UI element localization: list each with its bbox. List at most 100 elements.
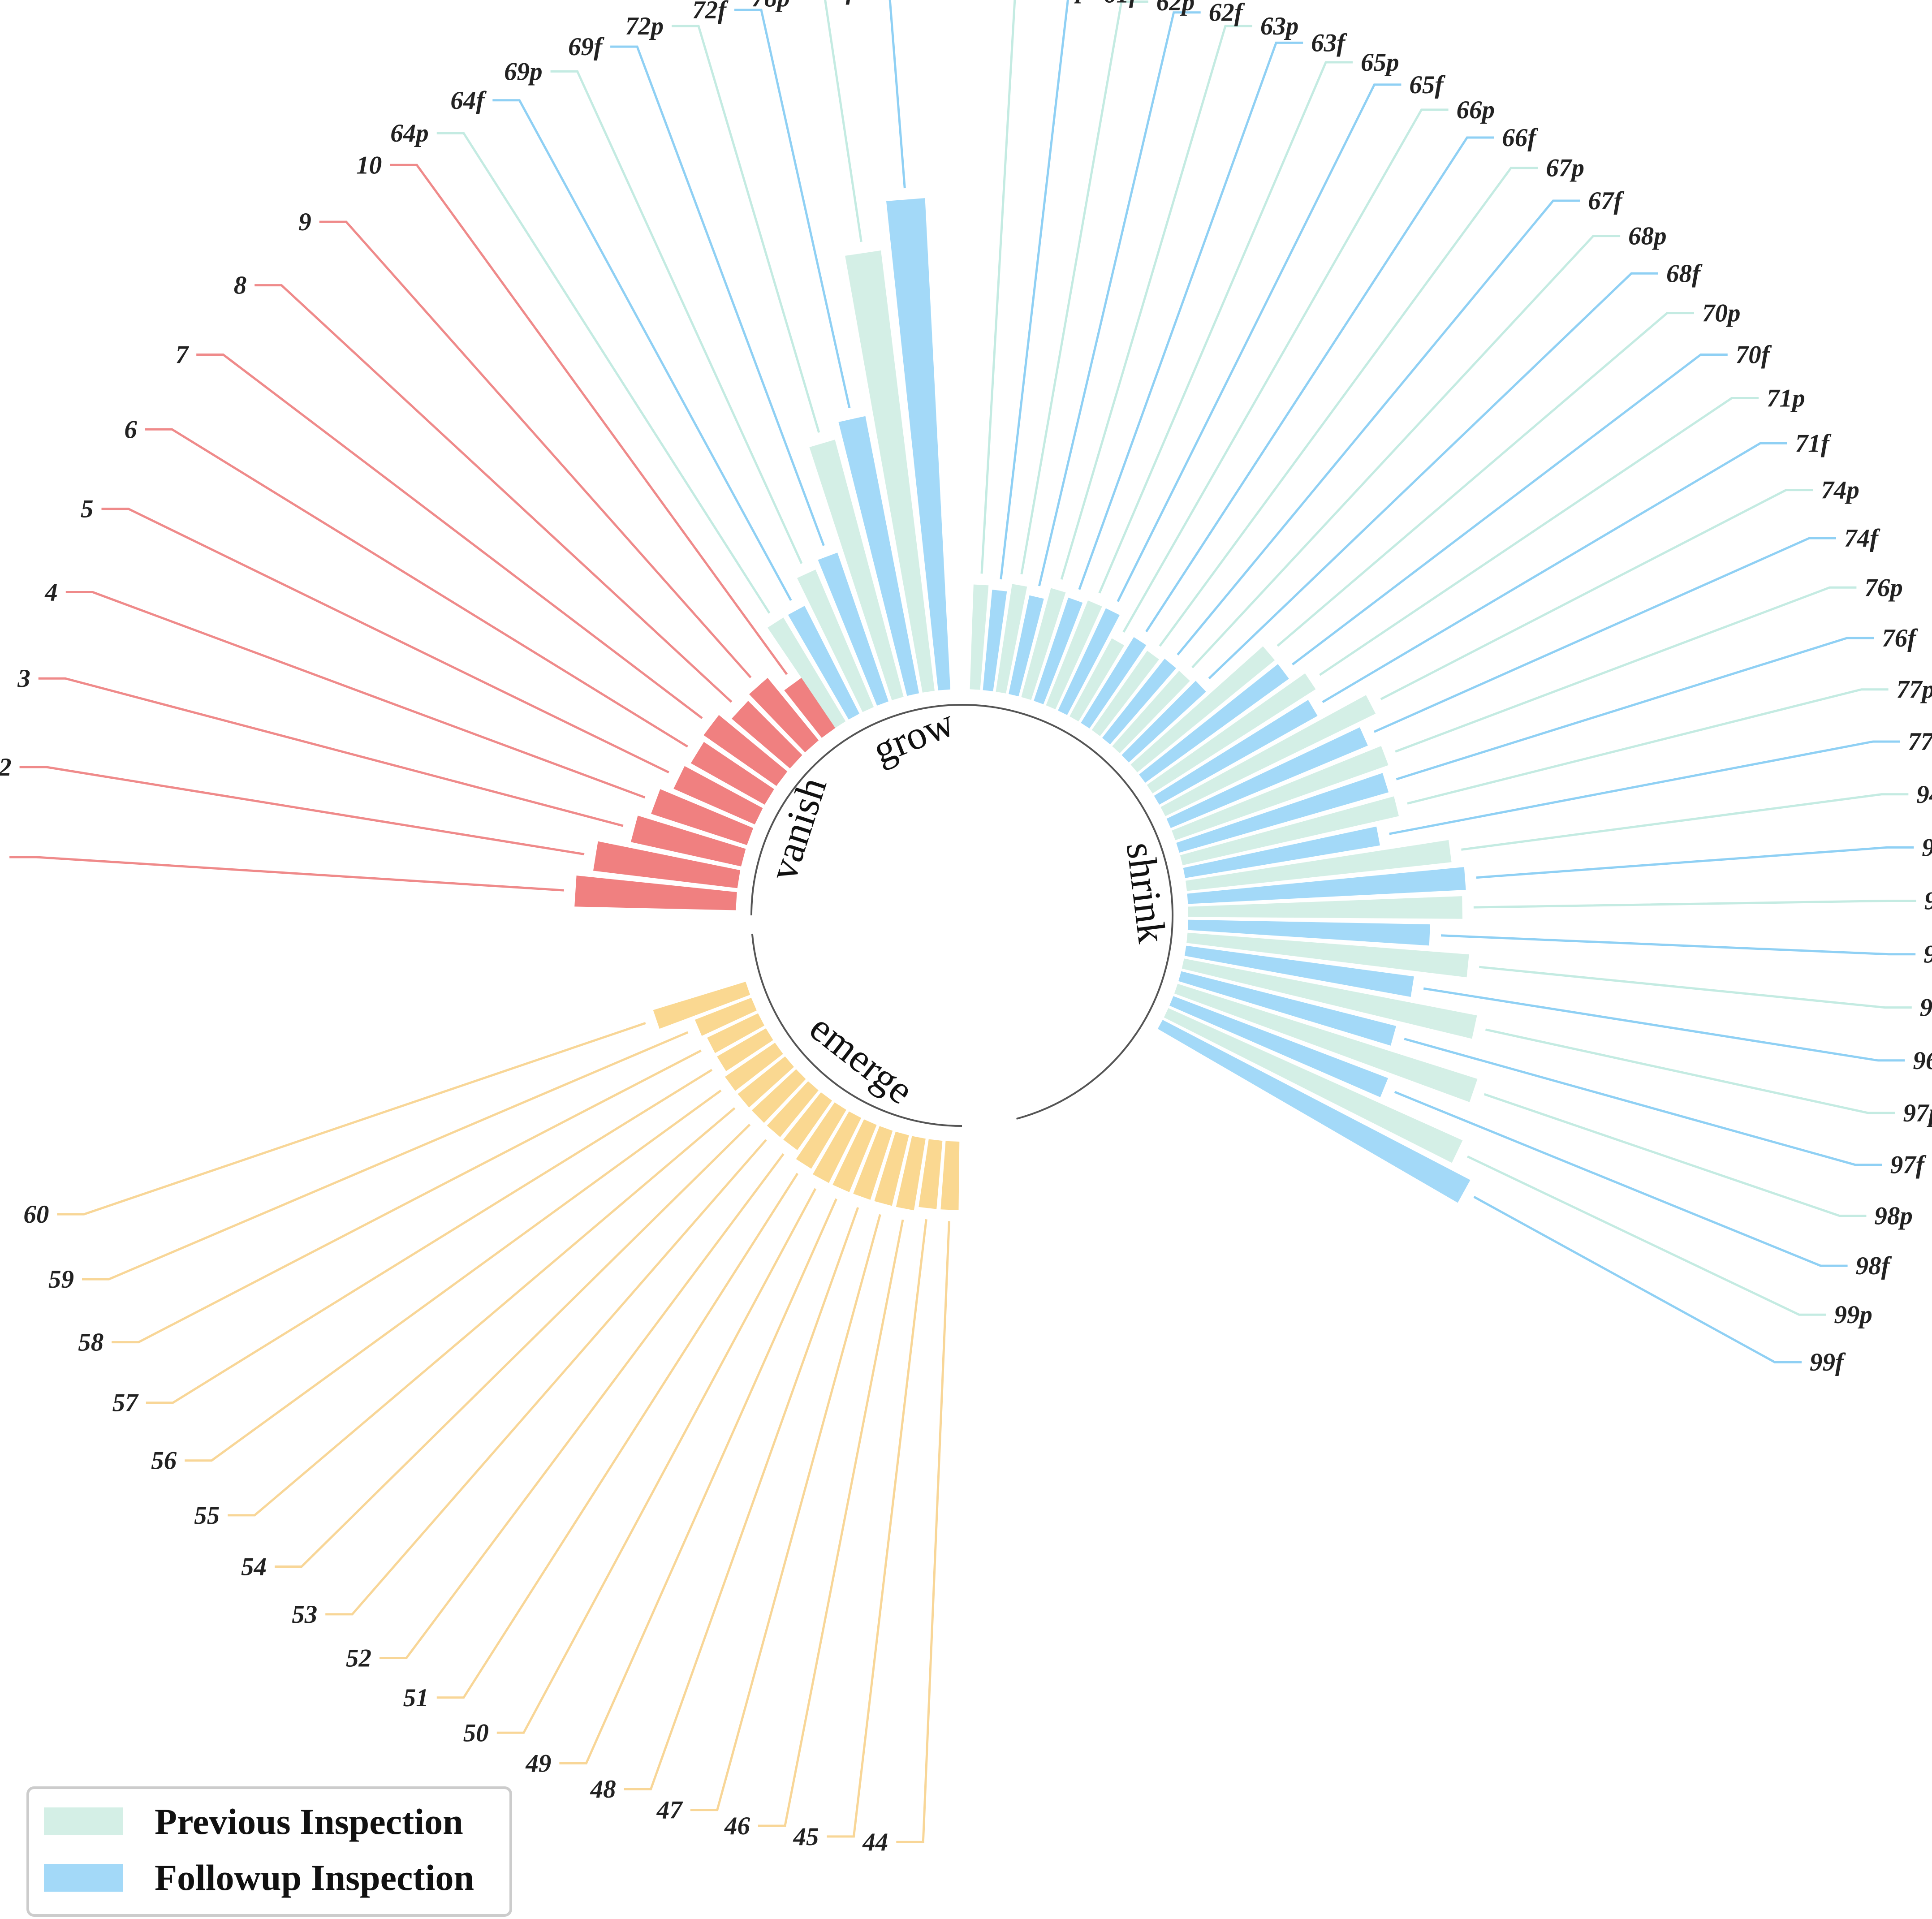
leader-77f [1389,740,1900,835]
bar-label-63f: 63f [1311,29,1347,57]
leader-51 [436,1173,799,1699]
bar-label-99f: 99f [1810,1348,1846,1376]
bar-label-70f: 70f [1736,341,1772,369]
leader-56 [185,1089,722,1462]
bar-7 [703,715,788,786]
legend: Previous Inspection Followup Inspection [26,1786,512,1917]
bar-label-60: 60 [23,1200,49,1229]
bar-68p [1112,671,1190,753]
bar-label-95p: 95p [1924,887,1932,915]
bar-48 [853,1126,893,1200]
bar-label-97p: 97p [1903,1099,1932,1127]
leader-47 [690,1214,881,1811]
bar-99p [1164,1008,1463,1163]
bar-label-95f: 95f [1923,940,1932,969]
bar-label-71p: 71p [1767,384,1805,413]
leader-76f [1396,637,1874,781]
bar-label-47: 47 [656,1796,684,1824]
bar-6 [690,742,774,805]
bar-50 [813,1111,862,1183]
bar-67p [1091,651,1159,736]
bar-label-8: 8 [234,272,247,300]
leader-62p [1020,0,1148,574]
legend-swatch-followup [44,1864,123,1892]
leader-96p [1479,966,1912,1009]
label-layer: 1234567891064p64f69p69f72p72f78p78f61p61… [0,0,1932,1856]
bar-label-4: 4 [44,578,58,607]
bar-76p [1172,746,1389,841]
bar-3 [630,815,746,867]
leader-60 [57,1022,646,1216]
leader-62f [1038,11,1201,586]
bar-label-99p: 99p [1834,1301,1872,1329]
bar-94p [1186,840,1452,891]
leader-61f [1000,0,1069,580]
bar-97f [1178,971,1396,1046]
bar-71f [1154,700,1318,805]
bar-47 [874,1131,909,1206]
bar-label-94f: 94f [1922,833,1932,862]
bar-label-77f: 77f [1908,728,1932,756]
leader-99p [1467,1155,1826,1316]
bar-72f [838,416,919,696]
bar-9 [749,677,819,753]
bar-label-48: 48 [590,1775,616,1803]
leader-52 [380,1153,785,1659]
leader-65f [1117,83,1402,602]
bar-label-68p: 68p [1628,222,1667,250]
leader-54 [275,1124,751,1568]
bar-78f [886,198,950,690]
bar-70f [1139,664,1289,783]
bar-97p [1182,958,1477,1039]
leader-98f [1394,1091,1848,1267]
bar-label-71f: 71f [1795,429,1832,457]
leader-10 [390,164,788,675]
bar-70p [1130,646,1275,772]
leader-94f [1476,846,1914,879]
bar-label-98p: 98p [1874,1202,1913,1230]
bar-label-70p: 70p [1702,299,1741,328]
bar-label-62p: 62p [1156,0,1195,16]
legend-swatch-previous [44,1807,123,1835]
leader-63p [1060,25,1252,580]
leader-67f [1177,199,1580,655]
bar-69p [797,569,874,712]
leader-72p [672,25,820,433]
leader-68f [1208,272,1658,680]
bar-label-52: 52 [346,1644,371,1673]
leader-66p [1122,108,1449,633]
bar-label-46: 46 [724,1812,750,1840]
leader-95p [1473,900,1916,909]
leader-50 [496,1188,817,1734]
bar-4 [651,789,754,845]
leader-97f [1404,1038,1882,1166]
bar-label-54: 54 [241,1553,267,1581]
leader-78p [824,0,862,242]
bar-69f [818,552,888,706]
leader-3 [38,677,624,827]
bar-57 [717,1028,773,1071]
bar-label-49: 49 [525,1750,551,1778]
bar-label-74f: 74f [1844,524,1880,552]
leader-1 [9,856,564,892]
bar-45 [919,1139,943,1209]
axis-arc-shrink [962,704,1174,1120]
leader-58 [112,1049,702,1344]
leader-49 [559,1198,837,1764]
bar-66p [1070,638,1125,722]
leader-68p [1191,235,1621,668]
leader-9 [319,220,752,678]
bar-label-94p: 94p [1916,781,1932,809]
bar-label-59: 59 [48,1265,74,1294]
bar-label-56: 56 [151,1447,177,1475]
leader-8 [254,284,733,703]
bar-61f [983,590,1007,691]
bar-78p [845,250,935,693]
bar-label-3: 3 [17,664,30,693]
leader-61p [980,0,1016,574]
segment-label-shrink: shrink [1118,840,1174,945]
leader-48 [624,1207,859,1790]
bar-label-45: 45 [793,1823,819,1851]
